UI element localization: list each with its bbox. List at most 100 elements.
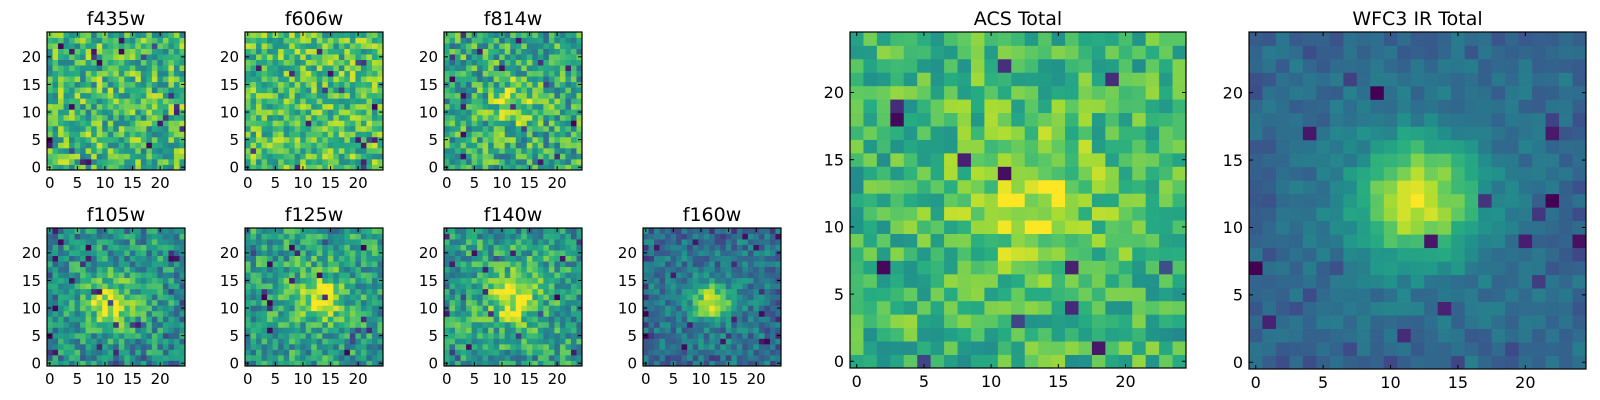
heatmap-cell <box>903 287 918 302</box>
heatmap-cell <box>548 228 555 234</box>
heatmap-cell <box>294 250 301 256</box>
heatmap-cell <box>305 321 312 328</box>
heatmap-cell <box>477 305 484 312</box>
heatmap-cell <box>643 244 649 251</box>
heatmap-cell <box>256 360 262 367</box>
heatmap-cell <box>366 98 373 105</box>
heatmap-cell <box>140 277 147 284</box>
heatmap-cell <box>944 152 958 167</box>
heatmap-cell <box>124 255 131 262</box>
heatmap-cell <box>565 98 572 105</box>
heatmap-cell <box>74 316 81 323</box>
heatmap-cell <box>366 310 373 317</box>
heatmap-cell <box>466 288 472 295</box>
heatmap-cell <box>643 338 649 345</box>
heatmap-cell <box>493 349 500 356</box>
heatmap-cell <box>665 360 671 367</box>
heatmap-cell <box>333 283 340 290</box>
heatmap-cell <box>692 343 699 350</box>
heatmap-cell <box>460 37 467 44</box>
heatmap-cell <box>135 250 142 256</box>
heatmap-cell <box>316 327 323 334</box>
heatmap-cell <box>1105 179 1120 194</box>
heatmap-cell <box>764 299 771 306</box>
heatmap-cell <box>349 321 356 328</box>
heatmap-cell <box>377 228 384 234</box>
heatmap-cell <box>466 153 472 160</box>
heatmap-cell <box>168 288 175 295</box>
heatmap-cell <box>554 65 561 72</box>
heatmap-cell <box>510 354 517 361</box>
heatmap-cell <box>168 131 175 138</box>
heatmap-cell <box>659 349 666 356</box>
heatmap-cell <box>311 164 318 171</box>
heatmap-cell <box>488 343 495 350</box>
heatmap-cell <box>58 142 64 149</box>
heatmap-cell <box>250 305 257 312</box>
x-tick-label: 5 <box>669 370 679 388</box>
heatmap-cell <box>714 255 721 262</box>
heatmap-cell <box>118 272 125 279</box>
heatmap-cell <box>742 305 749 312</box>
heatmap-cell <box>91 76 98 83</box>
heatmap-cell <box>173 299 180 306</box>
heatmap-cell <box>444 37 450 44</box>
heatmap-cell <box>47 92 53 99</box>
heatmap-cell <box>80 244 87 251</box>
heatmap-cell <box>1172 179 1187 194</box>
heatmap-cell <box>85 250 92 256</box>
heatmap-cell <box>118 250 125 256</box>
heatmap-cell <box>559 228 566 234</box>
heatmap-cell <box>377 255 384 262</box>
heatmap-cell <box>250 70 257 77</box>
heatmap-cell <box>455 76 461 83</box>
heatmap-cell <box>118 266 125 273</box>
heatmap-cell <box>338 153 345 160</box>
heatmap-cell <box>570 327 577 334</box>
heatmap-cell <box>570 142 577 149</box>
heatmap-cell <box>74 294 81 301</box>
heatmap-cell <box>162 310 169 317</box>
heatmap-cell <box>488 125 495 132</box>
heatmap-cell <box>146 277 153 284</box>
heatmap-cell <box>471 37 478 44</box>
heatmap-cell <box>377 316 384 323</box>
heatmap-cell <box>47 48 53 55</box>
heatmap-cell <box>720 261 727 268</box>
heatmap-cell <box>256 272 262 279</box>
heatmap-cell <box>96 228 103 234</box>
heatmap-cell <box>1105 247 1120 261</box>
heatmap-cell <box>1011 341 1026 355</box>
heatmap-cell <box>532 103 539 110</box>
heatmap-cell <box>742 261 749 268</box>
heatmap-cell <box>488 277 495 284</box>
heatmap-cell <box>135 332 142 339</box>
heatmap-cell <box>537 76 544 83</box>
heatmap-cell <box>157 65 164 72</box>
heatmap-cell <box>554 153 561 160</box>
heatmap-cell <box>488 316 495 323</box>
heatmap-cell <box>250 316 257 323</box>
heatmap-cell <box>477 136 484 143</box>
heatmap-cell <box>521 332 528 339</box>
heatmap-cell <box>151 147 158 154</box>
heatmap-cell <box>366 76 373 83</box>
heatmap-cell <box>135 153 142 160</box>
heatmap-cell <box>146 338 153 345</box>
heatmap-cell <box>311 81 318 88</box>
heatmap-cell <box>455 70 461 77</box>
heatmap-cell <box>294 32 301 38</box>
heatmap-cell <box>278 87 285 94</box>
heatmap-cell <box>305 283 312 290</box>
heatmap-cell <box>69 37 75 44</box>
heatmap-cell <box>526 288 533 295</box>
heatmap-cell <box>283 305 290 312</box>
heatmap-cell <box>322 283 329 290</box>
heatmap-cell <box>80 310 87 317</box>
heatmap-cell <box>565 54 572 60</box>
heatmap-cell <box>267 70 273 77</box>
heatmap-cell <box>74 233 81 240</box>
heatmap-cell <box>261 37 268 44</box>
heatmap-cell <box>725 310 732 317</box>
heatmap-cell <box>322 244 329 251</box>
